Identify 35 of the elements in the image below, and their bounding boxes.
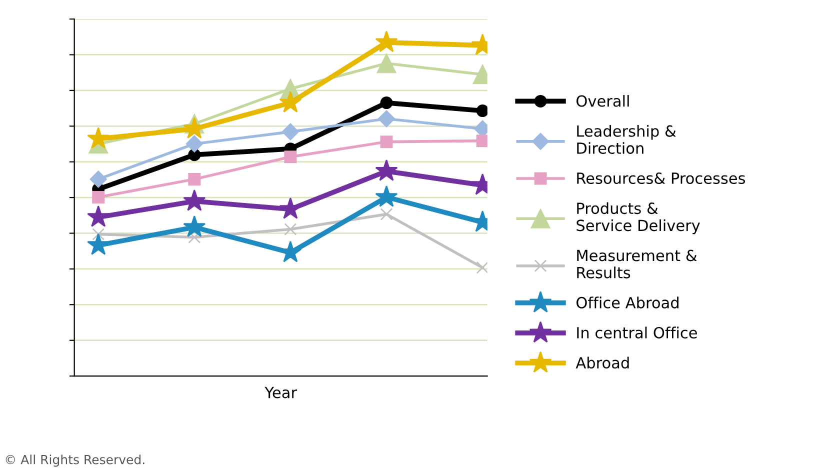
point [92, 190, 105, 204]
point [87, 233, 110, 255]
point [376, 54, 396, 74]
point [87, 127, 110, 149]
point [279, 90, 302, 112]
point [476, 261, 488, 274]
legend-label: Office Abroad [576, 296, 678, 308]
point [87, 205, 110, 227]
legend-label: Leadership & Direction [577, 125, 676, 154]
text: © All Rights Reserved. [6, 454, 144, 467]
point [183, 189, 206, 211]
point [183, 215, 206, 237]
legend-label: Overall [576, 94, 629, 107]
point [186, 135, 203, 152]
legend-label: In central Office [577, 326, 697, 338]
point [90, 170, 107, 188]
point [476, 134, 488, 148]
point [92, 228, 105, 240]
legend-label: Resources& Processes [577, 172, 746, 184]
point [380, 96, 393, 110]
point [380, 136, 393, 148]
legend-label: Measurement & Results [577, 250, 697, 278]
point [284, 150, 297, 164]
point [375, 159, 398, 181]
x-axis-title: Year [264, 386, 298, 398]
point [380, 208, 393, 220]
point [188, 172, 201, 186]
point [476, 104, 488, 118]
point [375, 30, 398, 52]
point [282, 123, 299, 140]
legend-label: Products & Service Delivery [576, 202, 700, 234]
point [375, 185, 398, 207]
point [378, 110, 396, 128]
point [284, 222, 297, 236]
legend-label: Abroad [576, 356, 629, 369]
